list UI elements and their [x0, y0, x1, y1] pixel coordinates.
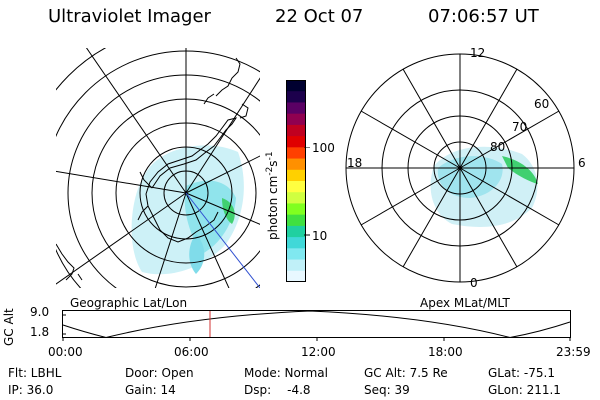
colorbar-stripe: [286, 248, 306, 261]
xtick-0000: 00:00: [48, 345, 83, 359]
gc-alt-info: GC Alt: 7.5 Re: [364, 366, 448, 380]
colorbar-stripe: [286, 192, 306, 205]
colorbar-stripe: [286, 169, 306, 182]
xtick-0600: 06:00: [174, 345, 209, 359]
colorbar-stripe: [286, 124, 306, 137]
mlt-6-label: 6: [578, 156, 586, 170]
time-label: 07:06:57 UT: [428, 6, 539, 27]
colorbar-stripe: [286, 80, 306, 92]
colorbar-stripe: [286, 91, 306, 104]
geographic-map: [56, 48, 260, 288]
xtick-2359: 23:59: [556, 345, 591, 359]
seq-info: Seq: 39: [364, 383, 410, 397]
altitude-plot: [62, 310, 571, 341]
glat-info: GLat: -75.1: [488, 366, 555, 380]
altitude-curve: [62, 310, 571, 339]
apex-polar-plot: [345, 53, 575, 283]
colorbar-stripe: [286, 214, 306, 227]
geo-orbit-track: [185, 192, 260, 288]
colorbar-stripe: [286, 237, 306, 249]
colorbar-stripe: [286, 158, 306, 171]
altitude-ytick-high: 9.0: [30, 305, 50, 319]
colorbar-stripe: [286, 203, 306, 216]
mlat-80-label: 80: [490, 140, 506, 154]
colorbar: [286, 80, 306, 282]
colorbar-tick-10: 10: [312, 229, 328, 243]
geo-coastline: [137, 117, 238, 243]
apex-map-label: Apex MLat/MLT: [420, 296, 510, 310]
filter-info: Flt: LBHL: [8, 366, 62, 380]
colorbar-stripe: [286, 270, 306, 282]
glon-info: GLon: 211.1: [488, 383, 561, 397]
colorbar-stripe: [286, 136, 306, 148]
mlat-70-label: 70: [512, 120, 528, 134]
geo-map-label: Geographic Lat/Lon: [70, 296, 188, 310]
ip-info: IP: 36.0: [8, 383, 54, 397]
date-label: 22 Oct 07: [275, 6, 364, 27]
dsp-info: Dsp: -4.8: [244, 383, 311, 397]
instrument-title: Ultraviolet Imager: [48, 6, 211, 27]
xtick-1800: 18:00: [428, 345, 463, 359]
altitude-ytick-low: 1.8: [30, 325, 50, 339]
colorbar-stripe: [286, 181, 306, 193]
colorbar-stripe: [286, 259, 306, 272]
colorbar-stripe: [286, 147, 306, 160]
mlat-60-label: 60: [534, 97, 550, 111]
mlt-12-label: 12: [470, 46, 486, 60]
colorbar-stripe: [286, 102, 306, 115]
geo-longitude-lines: [56, 48, 260, 288]
mlt-0-label: 0: [470, 276, 478, 290]
colorbar-tick-100: 100: [312, 141, 335, 155]
colorbar-stripe: [286, 113, 306, 126]
apex-mlt-lines: [346, 54, 574, 282]
xtick-1200: 12:00: [301, 345, 336, 359]
gain-info: Gain: 14: [125, 383, 176, 397]
door-info: Door: Open: [125, 366, 194, 380]
mode-info: Mode: Normal: [244, 366, 328, 380]
mlt-18-label: 18: [347, 156, 363, 170]
colorbar-label: photon cm-2s-1: [265, 151, 280, 240]
geo-aurora: [131, 145, 244, 275]
altitude-ylabel: GC Alt: [2, 308, 16, 346]
colorbar-stripe: [286, 225, 306, 238]
